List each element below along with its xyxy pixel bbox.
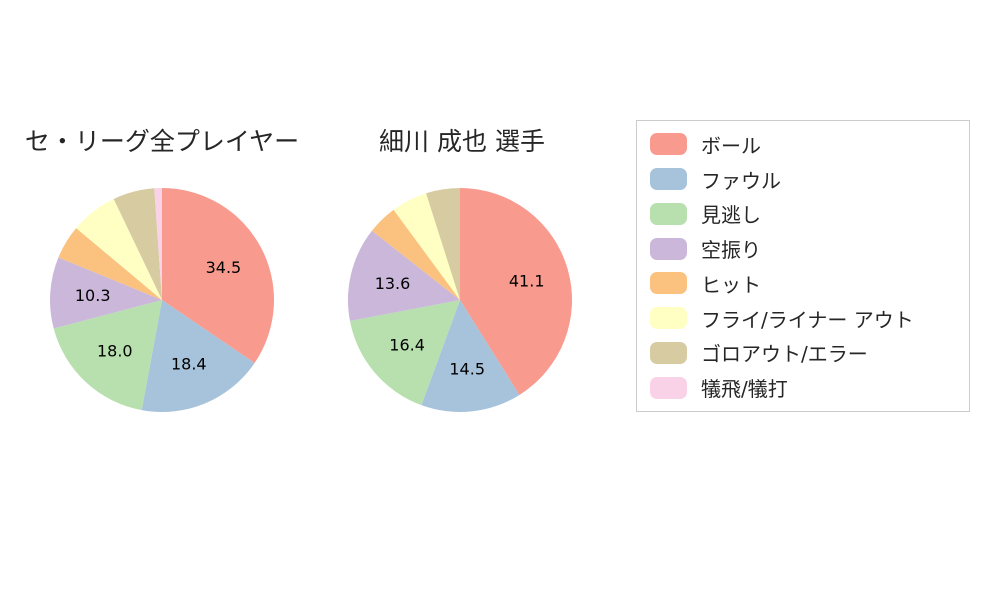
pie-slice bbox=[113, 188, 162, 300]
legend-swatch bbox=[650, 307, 687, 330]
legend-label: ヒット bbox=[701, 272, 761, 297]
legend-label: ファウル bbox=[701, 168, 781, 193]
legend-swatch bbox=[650, 341, 687, 364]
legend-label: 犠飛/犠打 bbox=[701, 377, 788, 402]
legend-item: フライ/ライナー アウト bbox=[650, 304, 959, 333]
legend-swatch bbox=[650, 202, 687, 225]
pie-slice-value-label: 13.6 bbox=[375, 274, 411, 293]
pie-slice bbox=[347, 230, 460, 321]
legend-label: ボール bbox=[701, 133, 761, 158]
pie-slice-value-label: 34.5 bbox=[206, 258, 242, 277]
pie-slice bbox=[53, 300, 163, 411]
pie-slice-value-label: 41.1 bbox=[509, 271, 545, 290]
legend-swatch bbox=[650, 272, 687, 295]
pie-slice bbox=[162, 188, 274, 363]
legend-item: 犠飛/犠打 bbox=[650, 373, 959, 402]
legend-label: 見逃し bbox=[701, 203, 761, 228]
pie-slice bbox=[371, 209, 460, 300]
pie-slice bbox=[349, 300, 460, 406]
legend-swatch bbox=[650, 133, 687, 156]
pie-chart-league: 34.5 18.4 18.0 10.3 bbox=[50, 188, 274, 413]
pie-slice bbox=[50, 257, 162, 329]
legend-swatch bbox=[650, 168, 687, 191]
pie-slice bbox=[141, 300, 255, 413]
legend-label: 空振り bbox=[701, 238, 761, 263]
legend-item: ボール bbox=[650, 130, 959, 159]
pie-slice-value-label: 18.4 bbox=[171, 355, 207, 374]
legend-item: ファウル bbox=[650, 165, 959, 194]
pie-slice-value-label: 10.3 bbox=[75, 286, 111, 305]
pie-chart-player: 41.1 14.5 16.4 13.6 bbox=[347, 188, 573, 413]
pie-slice bbox=[154, 188, 162, 300]
pie-slice-value-label: 14.5 bbox=[449, 360, 485, 379]
pie-slice bbox=[393, 193, 460, 300]
pie-slice bbox=[76, 198, 162, 300]
legend-item: ヒット bbox=[650, 269, 959, 298]
chart-title-player: 細川 成也 選手 bbox=[379, 127, 545, 156]
pie-slice bbox=[421, 300, 520, 413]
pie-slice-value-label: 18.0 bbox=[97, 342, 133, 361]
legend-label: フライ/ライナー アウト bbox=[701, 307, 914, 332]
legend: ボールファウル見逃し空振りヒットフライ/ライナー アウト ゴロアウト/エラー 犠飛/… bbox=[636, 120, 970, 412]
pie-slice-value-label: 16.4 bbox=[389, 336, 425, 355]
legend-label: ゴロアウト/エラー bbox=[701, 342, 868, 367]
pie-slice bbox=[460, 188, 573, 395]
chart-title-league: セ・リーグ全プレイヤー bbox=[24, 127, 300, 156]
legend-swatch bbox=[650, 237, 687, 260]
legend-item: ゴロアウト/エラー bbox=[650, 338, 959, 367]
pie-slice bbox=[58, 228, 162, 300]
legend-swatch bbox=[650, 376, 687, 399]
legend-item: 空振り bbox=[650, 234, 959, 263]
pie-slice bbox=[426, 188, 460, 300]
legend-item: 見逃し bbox=[650, 199, 959, 228]
